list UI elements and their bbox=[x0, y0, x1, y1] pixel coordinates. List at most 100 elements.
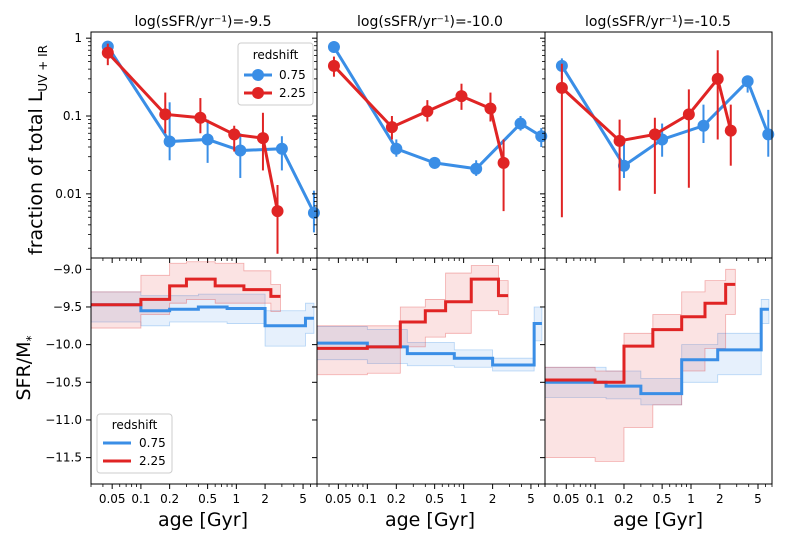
y-tick-label: −10.0 bbox=[45, 338, 82, 352]
panel-bottom-right: 0.05 0.1 0.2 0.5 1 2 5 bbox=[540, 257, 773, 506]
legend-top-label-075: 0.75 bbox=[279, 68, 306, 82]
panel-bottom-middle: 0.05 0.1 0.2 0.5 1 2 5 bbox=[312, 257, 546, 506]
x-tick-label: 0.05 bbox=[553, 492, 580, 506]
data-point bbox=[741, 75, 754, 88]
y-tick-label: −9.0 bbox=[53, 262, 82, 276]
legend-bottom: redshift 0.75 2.25 bbox=[96, 413, 173, 474]
svg-text:SFR/M*: SFR/M* bbox=[13, 336, 38, 401]
x-tick-label: 2 bbox=[489, 492, 497, 506]
x-tick-label: 0.1 bbox=[358, 492, 377, 506]
data-point bbox=[327, 41, 340, 54]
data-point bbox=[648, 128, 661, 141]
y-tick-label: −9.5 bbox=[53, 300, 82, 314]
data-point bbox=[455, 90, 468, 103]
x-tick-label: 0.05 bbox=[99, 492, 126, 506]
xlabel-middle: age [Gyr] bbox=[385, 509, 475, 531]
uncertainty-band-0.75 bbox=[316, 306, 543, 372]
data-point bbox=[101, 46, 114, 59]
series-line bbox=[106, 51, 279, 212]
data-point bbox=[613, 134, 626, 147]
data-point bbox=[497, 156, 510, 169]
x-tick-label: 1 bbox=[233, 492, 241, 506]
step-line-2.25 bbox=[317, 277, 509, 350]
x-tick-label: 0.2 bbox=[160, 492, 179, 506]
y-tick-label: −10.5 bbox=[45, 375, 82, 389]
legend-top-title: redshift bbox=[253, 48, 299, 62]
legend-bottom-title: redshift bbox=[112, 418, 158, 432]
data-point bbox=[163, 135, 176, 148]
series-line bbox=[106, 45, 316, 214]
svg-text:fraction of total LUV + IR: fraction of total LUV + IR bbox=[25, 45, 50, 255]
data-point bbox=[555, 81, 568, 94]
data-point bbox=[617, 159, 630, 172]
ylabel-bottom: SFR/M bbox=[13, 342, 35, 401]
xlabel-left: age [Gyr] bbox=[158, 509, 248, 531]
axes-frame bbox=[316, 31, 546, 259]
data-point bbox=[385, 121, 398, 134]
x-tick-label: 5 bbox=[754, 492, 762, 506]
panel-titles: log(sSFR/yr⁻¹)=-9.5 log(sSFR/yr⁻¹)=-10.0… bbox=[134, 14, 731, 30]
series-line bbox=[332, 64, 506, 164]
data-point bbox=[421, 105, 434, 118]
data-point bbox=[390, 142, 403, 155]
step-line-2.25 bbox=[91, 277, 281, 307]
series-0.75 bbox=[555, 58, 775, 178]
x-axis-labels: age [Gyr] age [Gyr] age [Gyr] bbox=[158, 509, 703, 531]
series-line bbox=[560, 75, 733, 143]
x-tick-label: 0.5 bbox=[653, 492, 672, 506]
ylabel-top: fraction of total L bbox=[25, 91, 47, 255]
series-0.75 bbox=[327, 41, 548, 176]
title-left: log(sSFR/yr⁻¹)=-9.5 bbox=[134, 14, 271, 30]
data-point bbox=[697, 119, 710, 132]
series-2.25 bbox=[555, 50, 737, 218]
panel-bottom-left: −9.0 −9.5 −10.0 −10.5 −11.0 −11.5 0.05 0.1 0.2 0.… bbox=[45, 257, 318, 506]
data-point bbox=[307, 206, 320, 219]
x-tick-label: 0.5 bbox=[198, 492, 217, 506]
data-point bbox=[234, 144, 247, 157]
x-tick-label: 5 bbox=[299, 492, 307, 506]
xlabel-right: age [Gyr] bbox=[613, 509, 703, 531]
y-tick-label: 0.1 bbox=[63, 109, 82, 123]
data-point bbox=[682, 108, 695, 121]
legend-bottom-label-075: 0.75 bbox=[139, 436, 166, 450]
data-point bbox=[470, 162, 483, 175]
step-line-2.25 bbox=[545, 282, 736, 384]
step-line-0.75 bbox=[545, 307, 769, 396]
series-2.25 bbox=[327, 56, 510, 212]
data-point bbox=[724, 124, 737, 137]
data-point bbox=[159, 108, 172, 121]
y-axis-label-top: fraction of total LUV + IR bbox=[25, 45, 50, 255]
data-point bbox=[428, 156, 441, 169]
panel-top-middle bbox=[312, 31, 548, 263]
series-line bbox=[560, 65, 770, 168]
legend-top-marker-225 bbox=[252, 87, 264, 99]
data-point bbox=[327, 59, 340, 72]
legend-bottom-label-225: 2.25 bbox=[139, 454, 166, 468]
ylabel-top-sub: UV + IR bbox=[36, 45, 50, 92]
x-tick-label: 0.05 bbox=[325, 492, 352, 506]
legend-top-label-225: 2.25 bbox=[279, 86, 306, 100]
y-tick-label: −11.0 bbox=[45, 413, 82, 427]
x-tick-label: 1 bbox=[687, 492, 695, 506]
uncertainty-band-0.75 bbox=[544, 299, 770, 406]
data-point bbox=[256, 132, 269, 145]
data-point bbox=[762, 128, 775, 141]
x-tick-label: 5 bbox=[527, 492, 535, 506]
y-tick-label: 0.01 bbox=[55, 187, 82, 201]
title-middle: log(sSFR/yr⁻¹)=-10.0 bbox=[357, 14, 503, 30]
x-tick-label: 0.2 bbox=[614, 492, 633, 506]
x-tick-label: 2 bbox=[261, 492, 269, 506]
data-point bbox=[201, 133, 214, 146]
panel-top-right bbox=[540, 31, 775, 263]
data-point bbox=[228, 128, 241, 141]
data-point bbox=[484, 102, 497, 115]
axes-frame bbox=[544, 31, 773, 259]
data-point bbox=[275, 142, 288, 155]
y-tick-label: −11.5 bbox=[45, 451, 82, 465]
step-line-0.75 bbox=[91, 303, 314, 328]
x-tick-label: 0.1 bbox=[131, 492, 150, 506]
x-tick-label: 2 bbox=[716, 492, 724, 506]
y-axis-label-bottom: SFR/M* bbox=[13, 336, 38, 401]
x-tick-label: 1 bbox=[460, 492, 468, 506]
